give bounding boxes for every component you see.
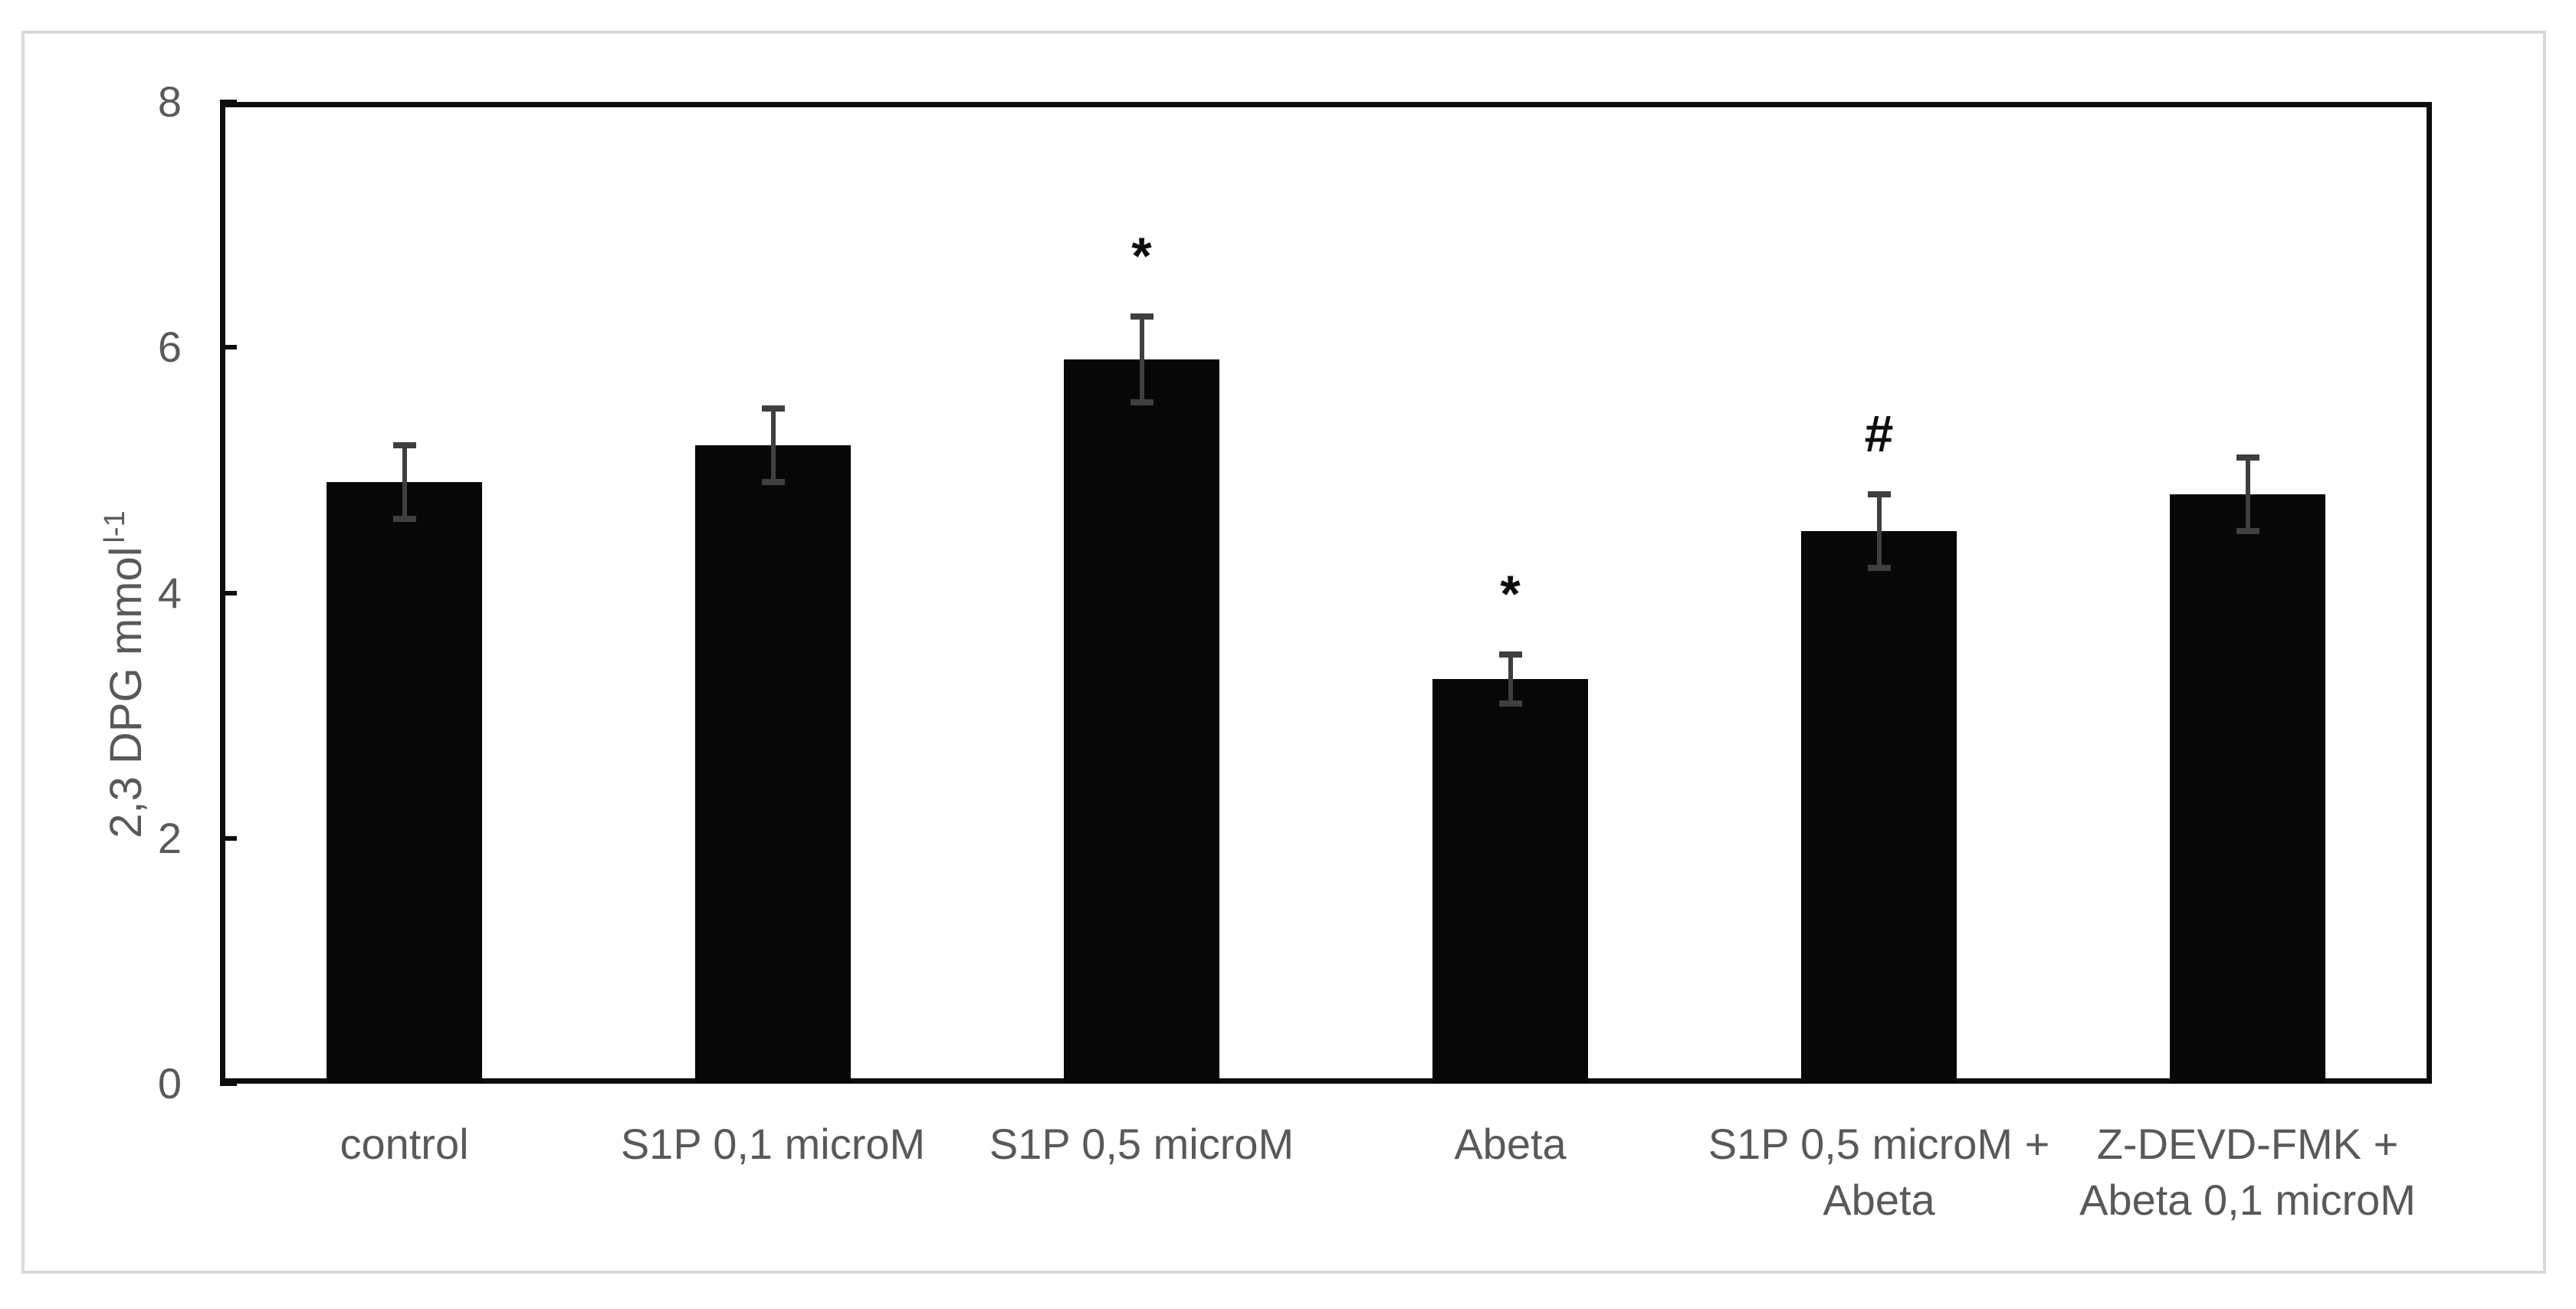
y-tick-label: 4 xyxy=(157,568,182,617)
x-tick-label-line: control xyxy=(340,1120,469,1168)
x-tick-label: S1P 0,5 microM xyxy=(957,1116,1326,1172)
y-tick-label: 6 xyxy=(157,323,182,372)
y-tick-mark xyxy=(220,345,237,350)
bar xyxy=(1432,678,1588,1084)
error-bar-top-cap xyxy=(761,405,785,412)
error-bar-bottom-cap xyxy=(392,516,416,523)
significance-annotation: # xyxy=(1864,405,1894,464)
bar xyxy=(1064,359,1219,1084)
bar xyxy=(2170,494,2325,1084)
error-bar-top-cap xyxy=(1867,491,1891,498)
x-tick-label: S1P 0,5 microM + Abeta xyxy=(1695,1116,2063,1228)
error-bar-stem xyxy=(402,445,407,520)
y-tick-label: 2 xyxy=(157,813,182,862)
plot-area xyxy=(220,102,2432,1084)
error-bar-stem xyxy=(1508,654,1513,704)
y-tick-mark xyxy=(220,590,237,595)
x-tick-label-line: S1P 0,1 microM xyxy=(620,1120,926,1168)
error-bar-stem xyxy=(770,408,776,483)
y-axis-title-superscript: l-1 xyxy=(99,510,131,543)
x-tick-label-line: S1P 0,5 microM + xyxy=(1708,1120,2050,1168)
x-tick-label-line: Abeta 0,1 microM xyxy=(2079,1176,2416,1224)
error-bar-top-cap xyxy=(1130,313,1153,320)
error-bar-stem xyxy=(1876,494,1882,569)
error-bar-bottom-cap xyxy=(1130,399,1153,406)
x-tick-label: S1P 0,1 microM xyxy=(589,1116,957,1172)
y-axis-title: 2,3 DPG mmol l-1 xyxy=(88,368,151,981)
error-bar-top-cap xyxy=(1498,651,1522,658)
bar xyxy=(1801,531,1957,1084)
error-bar-bottom-cap xyxy=(2236,528,2259,535)
x-tick-label: control xyxy=(220,1116,589,1172)
error-bar-bottom-cap xyxy=(761,479,785,486)
y-tick-mark xyxy=(220,835,237,841)
x-tick-label: Abeta xyxy=(1326,1116,1695,1172)
bar xyxy=(327,482,482,1084)
bar xyxy=(695,445,851,1084)
significance-annotation: * xyxy=(1500,564,1521,623)
x-tick-label-line: S1P 0,5 microM xyxy=(989,1120,1295,1168)
x-tick-label-line: Z-DEVD-FMK + xyxy=(2096,1120,2399,1168)
y-tick-label: 8 xyxy=(157,77,182,126)
error-bar-stem xyxy=(1139,317,1144,403)
y-tick-mark xyxy=(220,1081,237,1086)
y-tick-label: 0 xyxy=(157,1059,182,1107)
significance-annotation: * xyxy=(1131,227,1152,286)
x-tick-label: Z-DEVD-FMK + Abeta 0,1 microM xyxy=(2063,1116,2432,1228)
error-bar-bottom-cap xyxy=(1498,700,1522,707)
error-bar-top-cap xyxy=(2236,454,2259,461)
x-tick-label-line: Abeta xyxy=(1454,1120,1567,1168)
x-tick-label-line: Abeta xyxy=(1823,1176,1935,1224)
error-bar-bottom-cap xyxy=(1867,565,1891,572)
error-bar-stem xyxy=(2245,458,2250,532)
y-tick-mark xyxy=(220,100,237,104)
error-bar-top-cap xyxy=(392,442,416,449)
